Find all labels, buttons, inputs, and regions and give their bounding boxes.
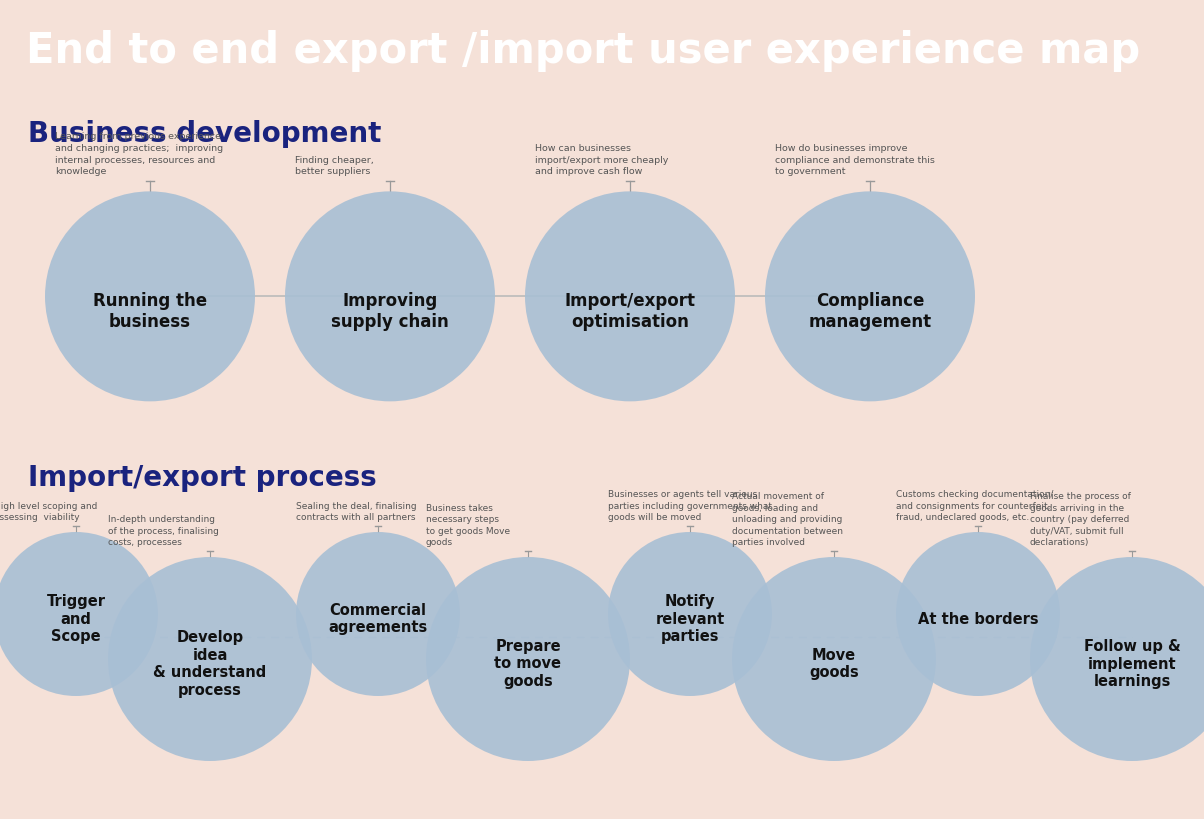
Text: Businesses or agents tell various
parties including governments what
goods will : Businesses or agents tell various partie… [608, 490, 772, 522]
Text: Sealing the deal, finalising
contracts with all partners: Sealing the deal, finalising contracts w… [296, 501, 417, 522]
Text: Import/export process: Import/export process [28, 464, 377, 492]
Text: How can businesses
import/export more cheaply
and improve cash flow: How can businesses import/export more ch… [535, 144, 668, 176]
Text: Move
goods: Move goods [809, 648, 858, 681]
Text: End to end export /import user experience map: End to end export /import user experienc… [26, 30, 1140, 72]
Circle shape [0, 532, 158, 696]
Circle shape [765, 192, 975, 401]
Text: Learning from previous experience
and changing practices;  improving
internal pr: Learning from previous experience and ch… [55, 132, 223, 176]
Circle shape [608, 532, 772, 696]
Circle shape [525, 192, 734, 401]
Text: Business development: Business development [28, 120, 382, 148]
Text: Customs checking documentation/
and consignments for counterfeit,
fraud, undecla: Customs checking documentation/ and cons… [896, 490, 1054, 522]
Text: Trigger
and
Scope: Trigger and Scope [47, 594, 106, 644]
Text: Prepare
to move
goods: Prepare to move goods [495, 639, 561, 689]
Text: Compliance
management: Compliance management [808, 292, 932, 331]
Text: Actual movement of
goods, loading and
unloading and providing
documentation betw: Actual movement of goods, loading and un… [732, 492, 843, 547]
Text: Follow up &
implement
learnings: Follow up & implement learnings [1084, 639, 1180, 689]
Text: Business takes
necessary steps
to get goods Move
goods: Business takes necessary steps to get go… [426, 504, 510, 547]
Circle shape [896, 532, 1060, 696]
Circle shape [285, 192, 495, 401]
Text: Finding cheaper,
better suppliers: Finding cheaper, better suppliers [295, 156, 373, 176]
Circle shape [426, 557, 630, 761]
Circle shape [296, 532, 460, 696]
Text: How do businesses improve
compliance and demonstrate this
to government: How do businesses improve compliance and… [775, 144, 934, 176]
Text: Improving
supply chain: Improving supply chain [331, 292, 449, 331]
Text: Develop
idea
& understand
process: Develop idea & understand process [153, 631, 266, 698]
Text: Notify
relevant
parties: Notify relevant parties [655, 594, 725, 644]
Text: At the borders: At the borders [917, 612, 1038, 627]
Circle shape [108, 557, 312, 761]
Text: Finalise the process of
goods arriving in the
country (pay deferred
duty/VAT, su: Finalise the process of goods arriving i… [1029, 492, 1131, 547]
Text: Commercial
agreements: Commercial agreements [329, 603, 427, 636]
Text: Running the
business: Running the business [93, 292, 207, 331]
Text: In-depth understanding
of the process, finalising
costs, processes: In-depth understanding of the process, f… [108, 515, 219, 547]
Circle shape [732, 557, 936, 761]
Text: Import/export
optimisation: Import/export optimisation [565, 292, 696, 331]
Circle shape [1029, 557, 1204, 761]
Text: High level scoping and
assessing  viability: High level scoping and assessing viabili… [0, 501, 98, 522]
Circle shape [45, 192, 255, 401]
